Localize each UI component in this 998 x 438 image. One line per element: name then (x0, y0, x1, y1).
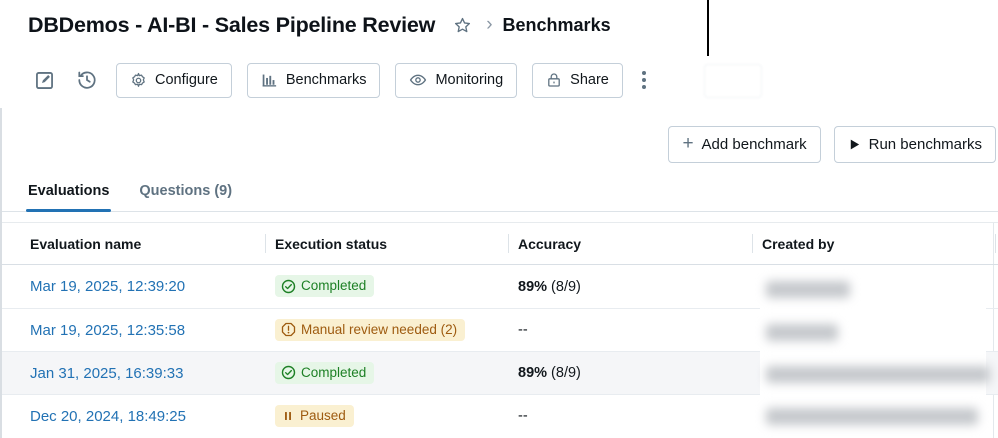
accuracy-detail: (8/9) (547, 365, 581, 381)
run-benchmarks-button[interactable]: Run benchmarks (833, 126, 996, 163)
status-badge: Completed (275, 275, 375, 298)
status-badge: Completed (275, 361, 375, 384)
table-row[interactable]: Mar 19, 2025, 12:35:58 Manual review nee… (2, 308, 998, 351)
redacted-username (766, 366, 990, 383)
table-right-border (993, 222, 994, 438)
pause-icon (285, 411, 291, 421)
header: DBDemos - AI-BI - Sales Pipeline Review … (28, 13, 611, 38)
accuracy-value: 89% (518, 278, 548, 295)
evaluation-link[interactable]: Dec 20, 2024, 18:49:25 (30, 407, 186, 425)
add-benchmark-label: Add benchmark (701, 136, 807, 153)
page-title: DBDemos - AI-BI - Sales Pipeline Review (28, 13, 436, 37)
table-row[interactable]: Mar 19, 2025, 12:39:20 Completed 89% (8/… (2, 265, 998, 308)
accuracy-value: -- (518, 408, 528, 424)
add-benchmark-button[interactable]: + Add benchmark (668, 126, 821, 163)
status-badge: Manual review needed (2) (275, 318, 466, 341)
redacted-toolbar-item (704, 64, 762, 98)
column-header-execution-status[interactable]: Execution status (265, 223, 508, 264)
benchmarks-button[interactable]: Benchmarks (246, 62, 381, 98)
tab-evaluations[interactable]: Evaluations (25, 171, 112, 212)
evaluation-link[interactable]: Mar 19, 2025, 12:39:20 (30, 278, 186, 295)
share-label: Share (570, 72, 609, 88)
warning-octagon-icon (281, 323, 296, 337)
column-header-created-by[interactable]: Created by (752, 223, 998, 264)
redacted-username (766, 281, 850, 298)
run-benchmarks-label: Run benchmarks (868, 136, 982, 153)
benchmarks-label: Benchmarks (285, 72, 367, 88)
redacted-username (766, 324, 838, 341)
breadcrumb-current: Benchmarks (502, 15, 611, 35)
column-header-evaluation-name[interactable]: Evaluation name (30, 235, 142, 252)
eye-icon (409, 71, 427, 89)
accuracy-detail: (8/9) (547, 278, 581, 295)
edit-icon[interactable] (30, 66, 58, 94)
column-header-accuracy[interactable]: Accuracy (508, 223, 752, 264)
tab-bar: Evaluations Questions (9) (0, 171, 998, 212)
table-row[interactable]: Dec 20, 2024, 18:49:25 Paused -- (2, 394, 998, 437)
toolbar: Configure Benchmarks Monito (30, 62, 650, 98)
redacted-username (766, 408, 978, 425)
screenshot-crop-line (707, 0, 709, 56)
accuracy-value: -- (518, 322, 528, 338)
play-icon (848, 138, 861, 151)
bar-chart-icon (261, 72, 278, 89)
evaluation-link[interactable]: Mar 19, 2025, 12:35:58 (30, 321, 186, 339)
share-button[interactable]: Share (532, 62, 623, 98)
benchmark-actions: + Add benchmark Run benchmarks (668, 126, 996, 163)
status-badge: Paused (275, 404, 354, 428)
breadcrumb-chevron-icon: › (486, 13, 493, 35)
plus-icon: + (682, 133, 694, 154)
evaluation-link[interactable]: Jan 31, 2025, 16:39:33 (30, 364, 184, 382)
tab-questions[interactable]: Questions (9) (139, 183, 233, 199)
created-by-redaction-overlay (760, 268, 990, 438)
favorite-star-icon[interactable] (453, 16, 472, 35)
table-header-row: Evaluation name Execution status Accurac… (2, 223, 998, 265)
overflow-menu-icon[interactable] (638, 65, 650, 95)
monitoring-button[interactable]: Monitoring (395, 62, 518, 98)
configure-label: Configure (155, 72, 218, 88)
configure-button[interactable]: Configure (116, 62, 232, 98)
accuracy-value: 89% (518, 365, 548, 381)
history-icon[interactable] (73, 66, 101, 94)
panel-left-border (0, 108, 2, 438)
evaluations-table: Evaluation name Execution status Accurac… (2, 222, 998, 438)
monitoring-label: Monitoring (435, 72, 504, 88)
check-circle-icon (281, 366, 296, 380)
lock-icon (546, 72, 562, 88)
gear-icon (130, 72, 147, 89)
check-circle-icon (281, 279, 296, 294)
